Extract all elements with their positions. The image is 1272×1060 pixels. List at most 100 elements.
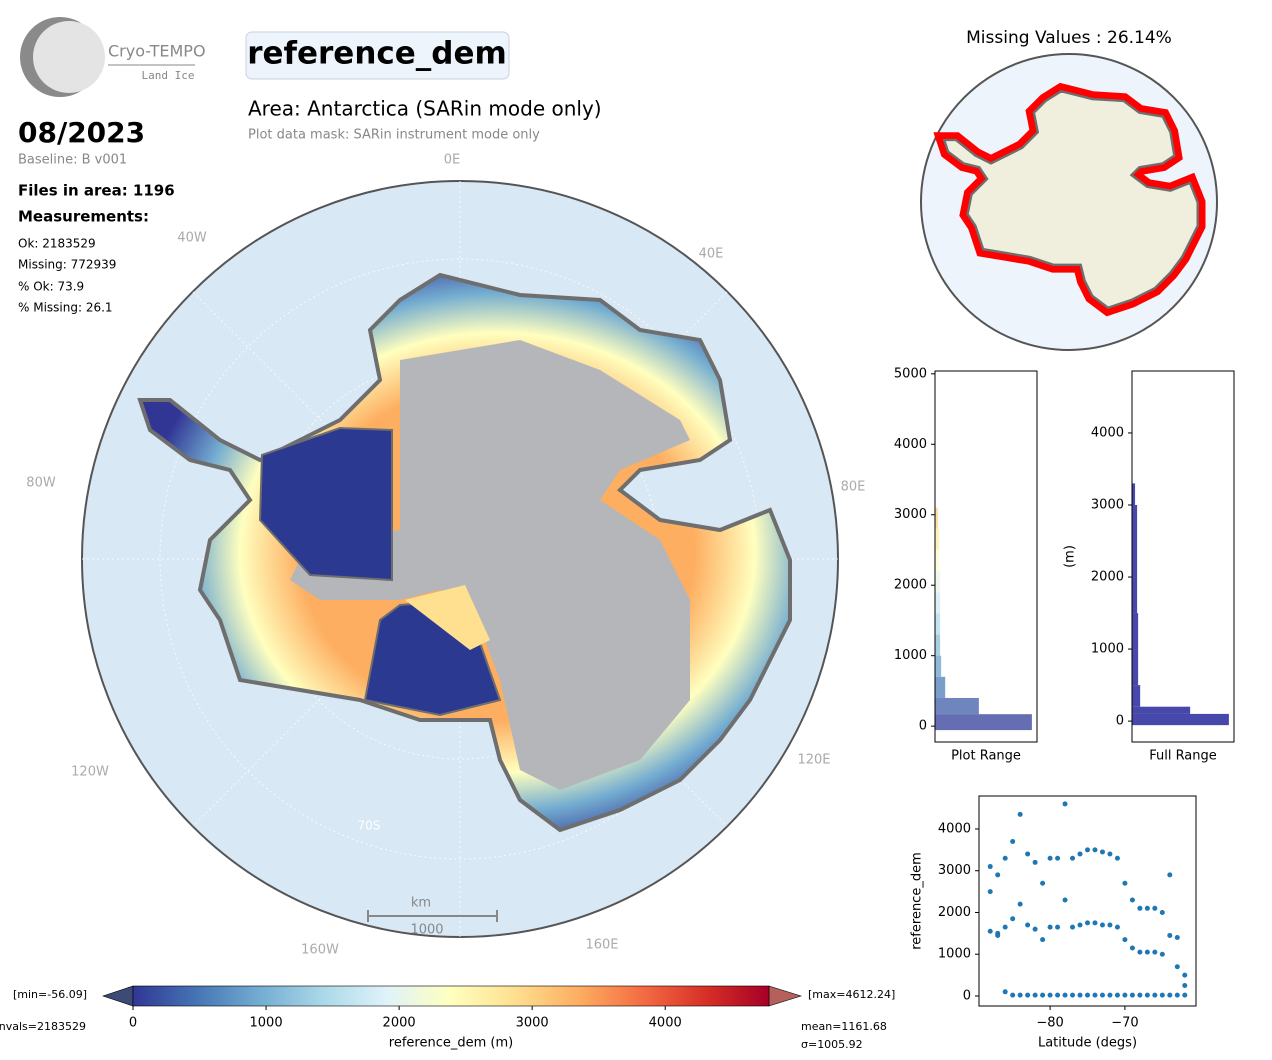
lon-label: 40E xyxy=(699,247,724,262)
y-axis-label: reference_dem xyxy=(910,852,925,950)
histogram-bar xyxy=(1132,541,1138,578)
scatter-point xyxy=(1167,932,1173,938)
histogram-bar xyxy=(1132,613,1139,650)
y-tick-label: 2000 xyxy=(894,578,927,593)
missing-title: Missing Values : 26.14% xyxy=(966,28,1172,48)
scatter-point xyxy=(1099,849,1105,855)
lon-label: 160E xyxy=(585,938,618,953)
min-label: [min=-56.09] xyxy=(13,988,87,1001)
colorbar-over xyxy=(768,985,803,1007)
scatter-point xyxy=(1077,992,1083,998)
lon-label: 40W xyxy=(177,231,207,246)
logo-subtitle: Land Ice xyxy=(142,69,195,82)
scatter-point xyxy=(1144,905,1150,911)
missing-count: Missing: 772939 xyxy=(18,258,116,272)
scatter-point xyxy=(1092,920,1098,926)
scatter-point xyxy=(1152,949,1158,955)
scale-value: 1000 xyxy=(410,923,443,938)
scatter-point xyxy=(1167,992,1173,998)
scatter-point xyxy=(1017,992,1023,998)
histogram-bar xyxy=(1132,483,1136,505)
y-tick-label: 1000 xyxy=(1091,642,1124,657)
scatter-point xyxy=(1017,811,1023,817)
scatter-point xyxy=(1010,916,1016,922)
scatter-point xyxy=(1182,992,1188,998)
histogram-bar xyxy=(1132,706,1191,714)
colorbar xyxy=(132,985,770,1007)
scatter-point xyxy=(1025,992,1031,998)
scatter-point xyxy=(1077,851,1083,857)
scatter-point xyxy=(1032,926,1038,932)
scatter-point xyxy=(1025,922,1031,928)
lat-label: 70S xyxy=(358,819,381,833)
scatter-point xyxy=(1025,851,1031,857)
lon-label: 0E xyxy=(444,153,461,168)
histogram-bar xyxy=(935,528,940,550)
scatter-point xyxy=(1017,901,1023,907)
histogram-bar xyxy=(935,571,941,593)
scatter-point xyxy=(1174,992,1180,998)
scale-unit: km xyxy=(411,896,431,911)
y-tick-label: 1000 xyxy=(938,947,971,962)
histogram-bar xyxy=(935,676,946,698)
scatter-point xyxy=(1137,949,1143,955)
plot-frame xyxy=(1131,370,1235,743)
nvals-label: nvals=2183529 xyxy=(0,1020,86,1033)
y-tick-label: 3000 xyxy=(938,863,971,878)
scatter-point xyxy=(987,889,993,895)
scatter-point xyxy=(1092,992,1098,998)
x-axis-label: Latitude (degs) xyxy=(1038,1036,1137,1051)
scatter-point xyxy=(1092,847,1098,853)
scatter-point xyxy=(1032,859,1038,865)
histogram-bar xyxy=(1132,685,1141,707)
scatter-point xyxy=(1122,992,1128,998)
date: 08/2023 xyxy=(18,116,145,149)
baseline: Baseline: B v001 xyxy=(18,153,127,168)
y-axis-label: (m) xyxy=(1063,545,1078,568)
scatter-point xyxy=(1002,855,1008,861)
scatter-point xyxy=(1122,880,1128,886)
scatter-point xyxy=(1114,855,1120,861)
scatter-point xyxy=(1144,949,1150,955)
logo-title: Cryo-TEMPO xyxy=(108,42,206,61)
scatter-point xyxy=(1047,992,1053,998)
plot-frame xyxy=(934,370,1038,743)
scatter-point xyxy=(1062,992,1068,998)
pct-missing: % Missing: 26.1 xyxy=(18,301,113,315)
histogram-bar xyxy=(935,507,939,529)
scatter-point xyxy=(1047,855,1053,861)
lon-label: 80W xyxy=(26,476,56,491)
scatter-point xyxy=(1144,992,1150,998)
scatter-point xyxy=(1040,937,1046,943)
scatter-point xyxy=(1159,992,1165,998)
scatter-point xyxy=(1085,992,1090,998)
scatter-point xyxy=(1167,872,1173,878)
histogram-bar xyxy=(935,613,941,635)
scatter-point xyxy=(1099,922,1105,928)
scatter-point xyxy=(1174,935,1180,941)
scatter-point xyxy=(987,928,993,934)
plot-frame xyxy=(978,795,1197,1007)
y-tick-label: 4000 xyxy=(938,821,971,836)
scatter-point xyxy=(995,872,1001,878)
y-tick-label: 5000 xyxy=(894,366,927,381)
x-tick-label: 1000 xyxy=(250,1016,283,1031)
scatter-point xyxy=(1077,922,1083,928)
x-axis-label: reference_dem (m) xyxy=(389,1036,513,1051)
scatter-point xyxy=(1182,983,1188,989)
scatter-point xyxy=(1010,839,1016,845)
scatter-point xyxy=(1129,992,1135,998)
y-tick-label: 4000 xyxy=(1091,425,1124,440)
scatter-point xyxy=(1040,992,1046,998)
scatter-point xyxy=(1085,920,1090,926)
scatter-point xyxy=(1159,951,1165,957)
scatter-point xyxy=(1010,992,1016,998)
scatter-point xyxy=(1002,924,1008,930)
scatter-point xyxy=(995,930,1001,936)
scatter-point xyxy=(1152,905,1158,911)
scatter-point xyxy=(1099,992,1105,998)
missing-map xyxy=(920,53,1218,351)
scatter-point xyxy=(1070,924,1076,930)
scatter-point xyxy=(1085,847,1090,853)
lon-label: 80E xyxy=(841,480,866,495)
